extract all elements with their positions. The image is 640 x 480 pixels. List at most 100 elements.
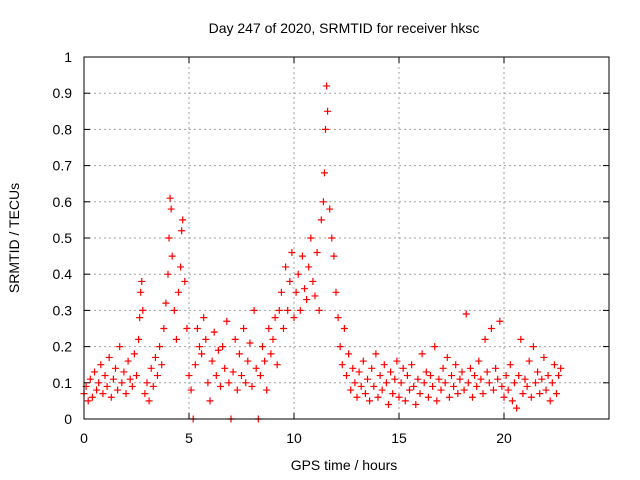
data-point <box>181 277 189 285</box>
data-point <box>162 299 170 307</box>
data-point <box>513 404 521 412</box>
y-tick-label: 0.3 <box>53 302 73 318</box>
data-point <box>277 288 285 296</box>
y-tick-label: 0 <box>64 411 72 427</box>
data-point <box>466 364 474 372</box>
data-point <box>122 390 130 398</box>
data-point <box>233 386 241 394</box>
data-point <box>214 346 222 354</box>
data-point <box>382 379 390 387</box>
data-point <box>91 368 98 376</box>
data-point <box>431 343 439 351</box>
data-point <box>138 277 146 285</box>
data-point <box>263 386 271 394</box>
data-point <box>364 375 371 383</box>
data-point <box>118 379 126 387</box>
data-point <box>387 368 395 376</box>
data-point <box>448 372 455 380</box>
data-point <box>406 386 413 394</box>
data-point <box>487 325 495 332</box>
data-point <box>147 364 155 372</box>
data-point <box>408 361 416 369</box>
data-point <box>511 379 518 387</box>
data-point <box>353 393 361 401</box>
data-point <box>340 325 348 332</box>
data-point <box>496 317 504 325</box>
data-point <box>529 343 537 351</box>
data-point <box>498 382 506 390</box>
data-point <box>328 234 336 242</box>
data-point <box>481 335 489 343</box>
data-point <box>103 382 111 390</box>
data-point <box>298 252 306 260</box>
data-point <box>240 325 248 332</box>
data-point <box>271 314 279 322</box>
data-point <box>492 364 500 372</box>
data-point <box>550 361 558 369</box>
data-point <box>345 350 353 358</box>
data-point <box>320 169 328 177</box>
data-point <box>334 314 342 322</box>
data-point <box>223 317 231 325</box>
data-point <box>101 372 109 380</box>
data-point <box>395 393 403 401</box>
x-tick-label: 15 <box>391 430 407 446</box>
data-point <box>280 325 287 332</box>
data-point <box>427 372 434 380</box>
data-point <box>296 306 304 314</box>
data-point <box>456 375 464 383</box>
data-point <box>135 335 143 343</box>
data-point <box>424 393 432 401</box>
data-point <box>307 234 315 242</box>
data-point <box>191 361 199 369</box>
data-point <box>347 386 355 394</box>
data-point <box>231 335 239 343</box>
data-point <box>86 375 94 383</box>
data-point <box>133 372 140 380</box>
data-point <box>164 270 172 278</box>
data-point <box>265 325 273 332</box>
data-point <box>252 364 260 372</box>
data-point <box>198 350 206 358</box>
data-point <box>170 306 178 314</box>
data-point <box>88 393 96 401</box>
data-point <box>412 401 420 409</box>
data-point <box>460 386 468 394</box>
data-point <box>544 372 552 380</box>
data-point <box>179 216 187 224</box>
data-point <box>139 306 147 314</box>
x-tick-label: 5 <box>185 430 193 446</box>
data-point <box>114 386 122 394</box>
data-point <box>99 390 107 398</box>
data-point <box>167 205 175 213</box>
data-point <box>282 263 290 271</box>
data-point <box>168 252 176 260</box>
data-point <box>401 397 409 405</box>
data-point <box>143 379 151 387</box>
data-point <box>156 343 164 351</box>
data-point <box>483 368 491 376</box>
data-point <box>154 372 161 380</box>
data-point <box>172 335 180 343</box>
data-point <box>217 382 224 390</box>
data-point <box>532 379 539 387</box>
data-point <box>500 393 508 401</box>
data-point <box>521 375 529 383</box>
data-point <box>292 288 300 296</box>
data-point <box>538 375 546 383</box>
data-point <box>370 382 378 390</box>
data-point <box>84 397 92 405</box>
data-point <box>221 364 229 372</box>
data-point <box>397 379 405 387</box>
data-point <box>235 350 243 358</box>
data-point <box>385 401 392 409</box>
data-point <box>105 353 113 361</box>
y-tick-label: 0.7 <box>53 158 73 174</box>
data-point <box>323 82 331 90</box>
data-point <box>508 397 516 405</box>
data-point <box>542 386 550 394</box>
data-point <box>410 382 418 390</box>
data-point <box>393 357 401 365</box>
data-point <box>116 343 124 351</box>
data-point <box>210 328 218 336</box>
